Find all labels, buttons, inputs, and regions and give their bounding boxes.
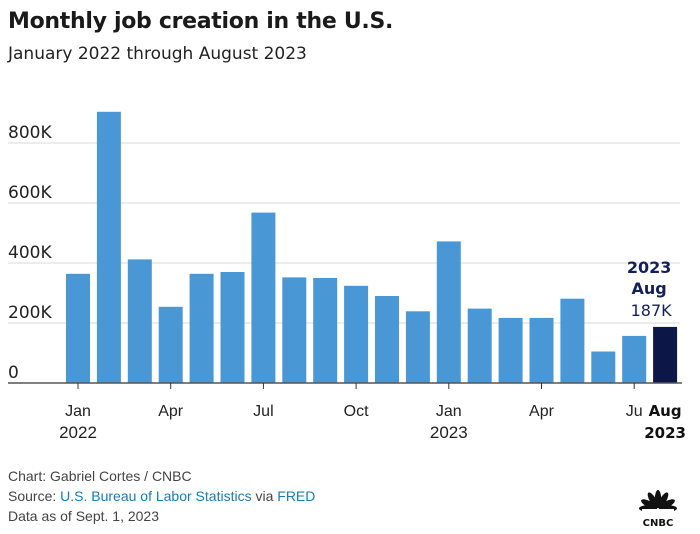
bar [344,285,369,383]
bar [405,311,430,383]
bar [498,317,523,383]
x-tick-label: Jul [253,403,273,420]
bls-link[interactable]: U.S. Bureau of Labor Statistics [60,488,252,504]
bar [96,111,121,384]
x-tick-label: Jan [65,403,91,420]
bar [220,272,245,383]
x-tick-label: Apr [158,403,184,420]
bar [467,308,492,383]
fred-link[interactable]: FRED [277,488,316,504]
highlight-value-label: 187K [631,301,673,320]
x-axis [8,382,682,389]
bar [189,273,214,383]
highlight-axis-month: Aug [649,402,682,420]
x-tick-label: Apr [529,403,555,420]
source-line: Source: U.S. Bureau of Labor Statistics … [8,486,315,506]
bar [282,277,307,383]
bar [66,273,90,383]
svg-text:CNBC: CNBC [643,518,674,529]
x-tick-label: Oct [344,403,369,420]
highlight-month-label: Aug [631,279,666,298]
bar [158,306,183,383]
data-as-of: Data as of Sept. 1, 2023 [8,508,159,524]
bar [375,296,399,383]
cnbc-peacock-icon: CNBC [639,490,677,529]
y-tick-label: 400K [8,243,52,263]
y-tick-label: 200K [8,303,52,323]
x-tick-year-label: 2023 [430,423,468,442]
bar [127,259,152,383]
bar-highlight [653,326,678,383]
chart-credit: Chart: Gabriel Cortes / CNBC [8,468,192,484]
y-tick-label: 600K [8,183,52,203]
source-via: via [251,488,278,504]
x-tick-label: Ju [626,403,643,420]
bar [251,212,276,383]
bar [313,278,338,383]
highlight-axis-year: 2023 [644,424,686,442]
x-tick-year-label: 2022 [59,423,97,442]
x-tick-label: Jan [436,403,462,420]
bar [591,351,616,383]
y-tick-label: 0 [8,363,19,383]
source-prefix: Source: [8,488,61,504]
bar [622,335,647,383]
labels: 0 200K 400K 600K 800K Jan 2022 Apr Jul Oct Jan 2023… [8,123,686,442]
highlight-year-label: 2023 [627,258,672,277]
y-tick-label: 800K [8,123,52,143]
chart-subtitle: January 2022 through August 2023 [8,44,307,64]
bar [560,298,585,383]
chart-title: Monthly job creation in the U.S. [8,9,394,34]
bar-chart: 0 200K 400K 600K 800K Jan 2022 Apr Jul Oct Jan 2023… [8,111,686,442]
chart-footer: Chart: Gabriel Cortes / CNBC Source: U.S… [8,466,315,526]
bars [66,111,678,384]
bar [529,317,554,383]
bar [436,241,461,383]
